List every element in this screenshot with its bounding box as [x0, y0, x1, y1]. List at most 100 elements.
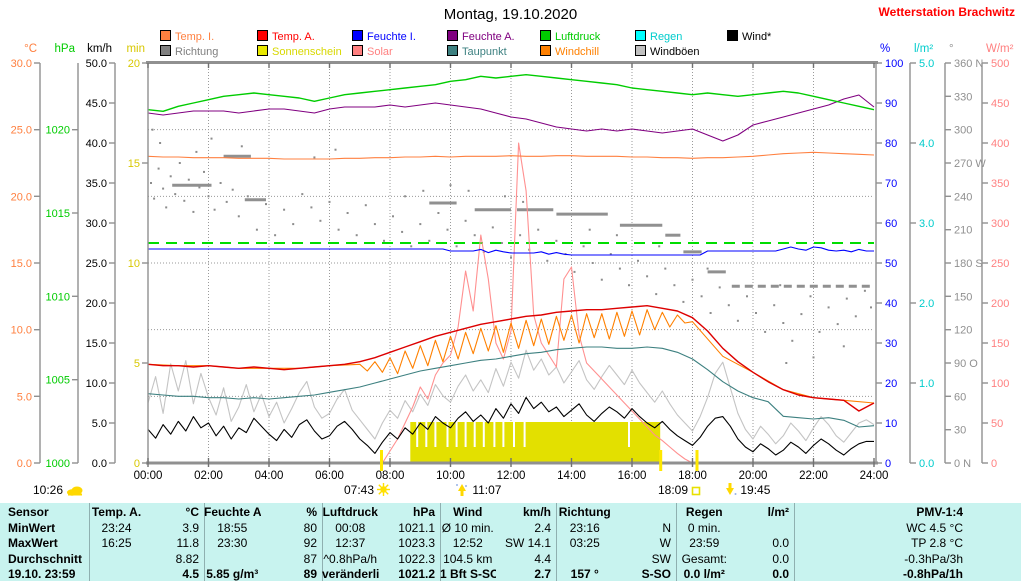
axis-tick-label: 15.0 — [86, 338, 107, 350]
legend-item-regen: Regen — [635, 30, 682, 43]
legend-swatch-temp-a — [257, 30, 268, 41]
x-tick-label: 00:00 — [134, 470, 163, 482]
axis-tick-label: 200 — [991, 298, 1009, 310]
axis-tick-label: 180 S — [954, 258, 983, 270]
x-tick-label: 10:00 — [436, 470, 465, 482]
table-cell-luftdruck: 00:08 1021.1 — [335, 520, 435, 535]
sunshine-gap — [425, 422, 428, 447]
axis-unit-label: ° — [949, 43, 954, 55]
x-tick-label: 04:00 — [255, 470, 284, 482]
legend-item-temp-a: Temp. A. — [257, 30, 315, 43]
axis-tick-label: 30 — [954, 425, 966, 437]
sunshine-gap — [446, 422, 449, 447]
axis-tick-label: 0 N — [954, 458, 971, 470]
axis-tick-label: 0 — [885, 458, 891, 470]
series-temp-a — [147, 305, 875, 412]
sunshine-gap — [513, 422, 515, 447]
marker-up-icon — [456, 484, 467, 496]
axis-unit-label: min — [126, 43, 145, 55]
table-separator — [556, 503, 557, 581]
axis-tick-label: 400 — [991, 138, 1009, 150]
table-row-label: 19.10. 23:59 — [8, 567, 76, 581]
sun-event-mark — [380, 450, 383, 471]
series-wind — [147, 396, 874, 456]
table-header-sensor: Sensor — [8, 505, 49, 519]
axis-tick-label: 500 — [991, 58, 1009, 70]
axis-tick-label: 210 — [954, 225, 972, 237]
table-cell-regen: Gesamt: 0.0 — [681, 551, 789, 566]
legend-swatch-feuchte-i — [352, 30, 363, 41]
solar-noon-annotation: 11:07 — [455, 483, 501, 498]
axis-tick-label: 0.0 — [919, 458, 934, 470]
series-luftdruck — [147, 73, 875, 113]
legend-item-sonnenschein: Sonnenschein — [257, 45, 342, 58]
legend-swatch-regen — [635, 30, 646, 41]
solar-noon-time: 11:07 — [472, 483, 502, 497]
axis-tick-label: 100 — [991, 378, 1009, 390]
axis-tick-label: 30.0 — [86, 218, 107, 230]
axis-km-h: km/h 50.0 45.0 40.0 35.0 30.0 25.0 20.0 15.0 10.0… — [86, 43, 116, 470]
axis-hpa: hPa 1020 1015 1010 1005 1000 — [46, 43, 79, 470]
legend-item-taupunkt: Taupunkt — [447, 45, 507, 58]
axis-tick-label: 60 — [885, 218, 897, 230]
table-cell-pmv: -0.3hPa/3h — [904, 551, 963, 566]
axis-tick-label: 90 O — [954, 358, 978, 370]
axis-tick-label: 150 — [954, 291, 972, 303]
plot-top-border — [146, 61, 878, 64]
axis-tick-label: 30 — [885, 338, 897, 350]
table-cell-wind: 1 Bft S-SO 2.7 — [440, 567, 551, 581]
legend-swatch-temp-i — [160, 30, 171, 41]
legend-item-richtung: Richtung — [160, 45, 218, 58]
sunshine-total-annotation: 10:26 — [33, 483, 84, 498]
table-row-label: Durchschnitt — [8, 551, 83, 566]
axis-tick-label: 10.0 — [86, 378, 107, 390]
axis-tick-label: 240 — [954, 191, 972, 203]
axis-tick-label: 20.0 — [86, 298, 107, 310]
axis-tick-label: 20 — [885, 378, 897, 390]
table-cell-temp_a: 16:25 11.8 — [101, 536, 199, 550]
axis-tick-label: 150 — [991, 338, 1009, 350]
table-header-temp_a: Temp. A. °C — [91, 505, 199, 519]
legend-swatch-solar — [352, 45, 363, 56]
series-temp-i — [147, 151, 875, 160]
table-cell-feuchte_a: 5.85 g/m³ 89 — [206, 567, 317, 581]
legend-swatch-wind — [727, 30, 738, 41]
sunshine-total-time: 10:26 — [33, 483, 64, 497]
weather-chart: °C30.025.020.015.010.05.00.0hPa102010151… — [11, 43, 1014, 482]
table-cell-regen: 0 min. — [687, 520, 721, 535]
axis-tick-label: 10 — [128, 258, 140, 270]
axis-tick-label: 0.0 — [17, 458, 32, 470]
sunshine-gap — [473, 422, 476, 447]
axis-c: °C 30.0 25.0 20.0 15.0 10.0 5.0 0.0 — [11, 43, 41, 470]
sunshine-gap — [482, 422, 485, 447]
x-tick-label: 18:00 — [678, 470, 707, 482]
legend-item-feuchte-i: Feuchte I. — [352, 30, 416, 43]
axis-tick-label: 15.0 — [11, 258, 32, 270]
table-cell-wind: 12:52 SW 14.1 — [452, 536, 551, 550]
x-tick-label: 02:00 — [194, 470, 223, 482]
axis-tick-label: 270 W — [954, 158, 986, 170]
axis-unit-label: % — [880, 43, 890, 55]
table-separator — [89, 503, 90, 581]
sunshine-gap — [493, 422, 496, 447]
legend-item-temp-i: Temp. I. — [160, 30, 214, 43]
sun-event-mark — [659, 450, 663, 471]
sunset-time: 18:09 — [658, 483, 689, 497]
table-cell-richtung: 157 ° S-SO — [570, 567, 671, 581]
plot-bottom-border — [146, 461, 878, 465]
wind-direction-scatter — [150, 128, 872, 364]
axis-tick-label: 0 — [991, 458, 997, 470]
legend-item-feuchte-a: Feuchte A. — [447, 30, 515, 43]
axis-unit-label: hPa — [55, 43, 76, 55]
axis-unit-label: km/h — [87, 43, 112, 55]
axis-tick-label: 1020 — [46, 125, 70, 137]
axis-unit-label: W/m² — [986, 43, 1014, 55]
table-row-label: MaxWert — [8, 536, 58, 550]
x-tick-label: 16:00 — [618, 470, 647, 482]
axis-tick-label: 90 — [885, 98, 897, 110]
axis-tick-label: 20 — [128, 58, 140, 70]
legend-item-windchill: Windchill — [540, 45, 599, 58]
axis-tick-label: 250 — [991, 258, 1009, 270]
sunshine-gap — [523, 422, 526, 447]
summary-table: Sensor Temp. A. °C Feuchte A.% Luftdruck hPa W… — [0, 503, 1021, 581]
